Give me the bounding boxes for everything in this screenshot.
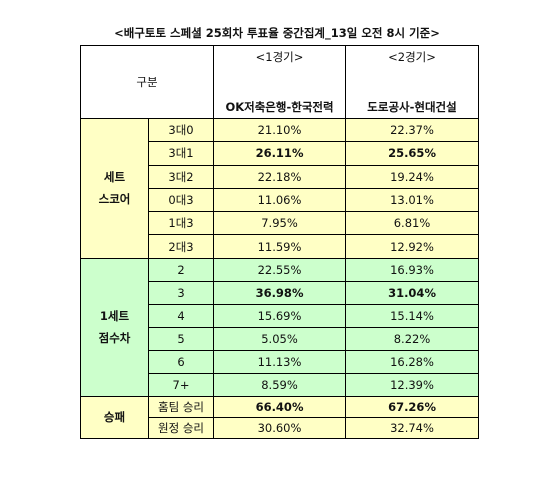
group-line: 세트 bbox=[103, 170, 126, 185]
group-line: 점수차 bbox=[98, 331, 131, 346]
row-value: 12.39% bbox=[345, 372, 480, 397]
data-row: 3대1 26.11% 25.65% bbox=[80, 141, 480, 166]
row-key: 2대3 bbox=[147, 234, 215, 259]
game-header: <1경기> OK저축은행-한국전력 bbox=[213, 45, 347, 119]
vote-table: 구분 <1경기> OK저축은행-한국전력 <2경기> 도로공사-현대건설 세트 스코어 3대0… bbox=[79, 45, 480, 439]
row-value: 67.26% bbox=[345, 395, 480, 418]
row-value: 16.93% bbox=[345, 257, 480, 282]
row-key: 7+ bbox=[147, 372, 215, 397]
game-num: <2경기> bbox=[388, 50, 436, 64]
row-key: 4 bbox=[147, 303, 215, 328]
row-value: 5.05% bbox=[213, 326, 347, 351]
data-row: 6 11.13% 16.28% bbox=[80, 349, 480, 374]
row-key: 3대1 bbox=[147, 141, 215, 166]
group-line: 스코어 bbox=[98, 192, 131, 207]
row-value: 25.65% bbox=[345, 141, 480, 166]
row-value: 36.98% bbox=[213, 280, 347, 305]
title: <배구토토 스페셜 25회차 투표율 중간집계_13일 오전 8시 기준> bbox=[114, 26, 440, 40]
game-num: <1경기> bbox=[255, 50, 304, 64]
row-value: 22.18% bbox=[213, 164, 347, 189]
game-name: 도로공사-현대건설 bbox=[367, 100, 457, 114]
row-key: 1대3 bbox=[147, 211, 215, 236]
data-row: 원정 승리 30.60% 32.74% bbox=[80, 416, 480, 439]
row-value: 11.59% bbox=[213, 234, 347, 259]
data-row: 0대3 11.06% 13.01% bbox=[80, 187, 480, 213]
row-value: 8.22% bbox=[345, 326, 480, 351]
group-line: 승패 bbox=[103, 410, 126, 425]
data-row: 3대2 22.18% 19.24% bbox=[80, 164, 480, 189]
row-key: 5 bbox=[147, 326, 215, 351]
row-value: 8.59% bbox=[213, 372, 347, 397]
data-row: 3 36.98% 31.04% bbox=[80, 280, 480, 305]
data-row: 승패 홈팀 승리 66.40% 67.26% bbox=[80, 395, 480, 439]
row-value: 26.11% bbox=[213, 141, 347, 166]
row-value: 13.01% bbox=[345, 187, 480, 213]
row-value: 30.60% bbox=[213, 416, 347, 439]
row-value: 12.92% bbox=[345, 234, 480, 259]
row-value: 15.14% bbox=[345, 303, 480, 328]
header-row: 구분 <1경기> OK저축은행-한국전력 <2경기> 도로공사-현대건설 bbox=[79, 45, 480, 119]
row-key: 6 bbox=[147, 349, 215, 374]
data-row: 세트 스코어 3대0 21.10% 22.37% bbox=[80, 117, 480, 259]
row-value: 6.81% bbox=[345, 211, 480, 236]
row-value: 11.06% bbox=[213, 187, 347, 213]
row-key: 3 bbox=[147, 280, 215, 305]
row-key: 0대3 bbox=[147, 187, 215, 213]
row-value: 7.95% bbox=[213, 211, 347, 236]
row-key: 2 bbox=[147, 257, 215, 282]
row-value: 22.55% bbox=[213, 257, 347, 282]
row-value: 21.10% bbox=[213, 117, 347, 143]
row-value: 22.37% bbox=[345, 117, 480, 143]
row-key: 3대2 bbox=[147, 164, 215, 189]
row-key: 3대0 bbox=[147, 117, 215, 143]
data-row: 7+ 8.59% 12.39% bbox=[80, 372, 480, 397]
header-label: 구분 bbox=[79, 45, 215, 119]
game-name: OK저축은행-한국전력 bbox=[225, 100, 334, 114]
row-key: 원정 승리 bbox=[147, 416, 215, 439]
row-value: 16.28% bbox=[345, 349, 480, 374]
row-value: 32.74% bbox=[345, 416, 480, 439]
row-value: 19.24% bbox=[345, 164, 480, 189]
data-row: 2대3 11.59% 12.92% bbox=[80, 234, 480, 259]
data-row: 1세트 점수차 2 22.55% 16.93% bbox=[80, 257, 480, 397]
row-value: 15.69% bbox=[213, 303, 347, 328]
group-label: 승패 bbox=[80, 395, 149, 439]
row-key: 홈팀 승리 bbox=[147, 395, 215, 418]
game-header: <2경기> 도로공사-현대건설 bbox=[345, 45, 480, 119]
row-value: 11.13% bbox=[213, 349, 347, 374]
row-value: 31.04% bbox=[345, 280, 480, 305]
data-row: 1대3 7.95% 6.81% bbox=[80, 211, 480, 236]
group-line: 1세트 bbox=[99, 309, 130, 324]
row-value: 66.40% bbox=[213, 395, 347, 418]
